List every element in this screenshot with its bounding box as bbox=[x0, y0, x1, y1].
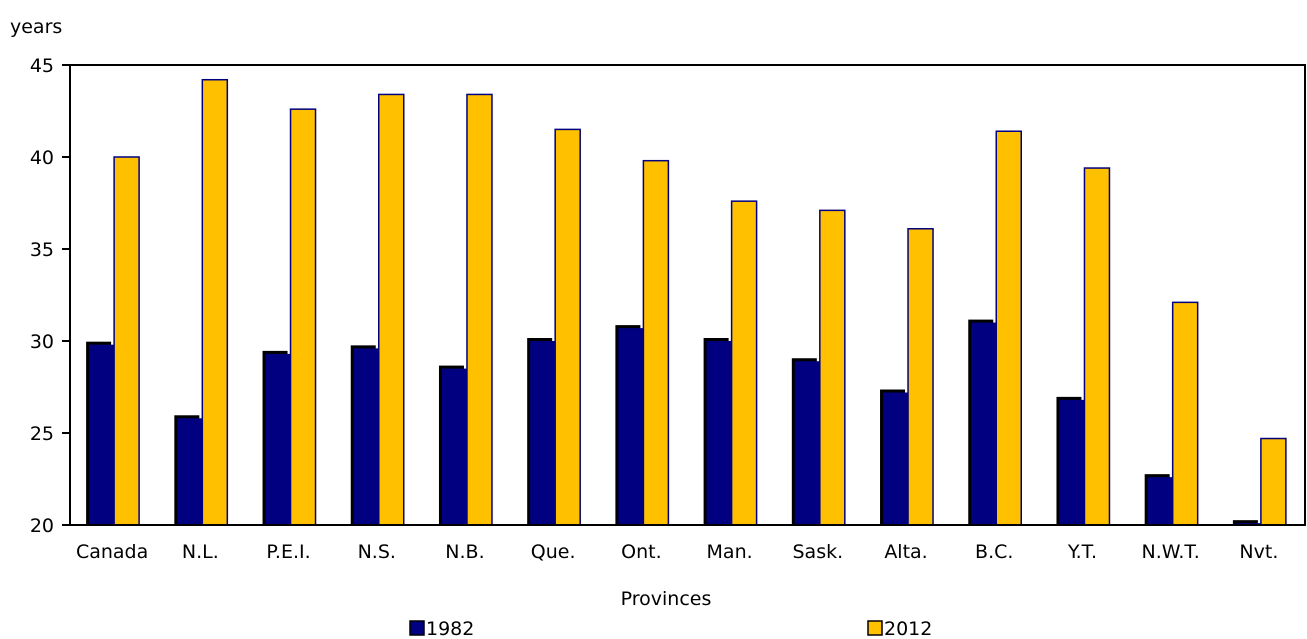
x-axis-labels: Canada N.L. P.E.I. N.S. N.B. Que. Ont. Man. Sask… bbox=[76, 541, 1278, 563]
x-tick-label: N.W.T. bbox=[1142, 541, 1200, 563]
bar-2012 bbox=[642, 159, 670, 526]
bar-2012 bbox=[730, 200, 758, 526]
bar-1982 bbox=[618, 328, 644, 525]
legend-swatch-2012 bbox=[867, 620, 883, 636]
legend-label: 1982 bbox=[426, 618, 474, 639]
bar-1982 bbox=[794, 361, 820, 525]
bar-1982 bbox=[353, 348, 379, 525]
x-axis-title: Provinces bbox=[621, 588, 712, 610]
bar-1982 bbox=[1147, 477, 1173, 525]
x-tick-label: Que. bbox=[531, 541, 576, 563]
bar-2012 bbox=[466, 93, 493, 526]
legend-label: 2012 bbox=[884, 618, 932, 639]
y-tick-label: 20 bbox=[30, 515, 54, 537]
x-tick-label: Ont. bbox=[621, 541, 662, 563]
y-tick-label: 30 bbox=[30, 331, 54, 353]
bar-1982 bbox=[883, 392, 909, 525]
y-axis: 20 25 30 35 40 45 bbox=[30, 55, 70, 537]
x-tick-label: Y.T. bbox=[1067, 541, 1097, 563]
bar-shadow-1982 bbox=[1232, 520, 1258, 525]
x-tick-label: P.E.I. bbox=[266, 541, 310, 563]
bar-2012 bbox=[907, 228, 934, 526]
bars-group bbox=[86, 78, 1287, 526]
bar-2012 bbox=[554, 128, 581, 526]
bar-1982 bbox=[89, 344, 115, 525]
bar-1982 bbox=[530, 341, 556, 525]
bar-2012 bbox=[1083, 167, 1111, 526]
bar-2012 bbox=[1260, 437, 1287, 526]
y-tick-label: 35 bbox=[30, 239, 54, 261]
bar-1982 bbox=[706, 341, 732, 525]
x-tick-label: Sask. bbox=[792, 541, 843, 563]
bar-2012 bbox=[113, 156, 140, 526]
x-tick-label: B.C. bbox=[975, 541, 1013, 563]
bar-2012 bbox=[819, 209, 846, 526]
legend: 1982 2012 bbox=[409, 618, 932, 639]
bar-1982 bbox=[441, 368, 467, 525]
y-tick-label: 25 bbox=[30, 423, 54, 445]
bar-2012 bbox=[378, 93, 405, 526]
x-tick-label: Man. bbox=[707, 541, 753, 563]
x-tick-label: Alta. bbox=[884, 541, 927, 563]
x-tick-label: N.S. bbox=[358, 541, 396, 563]
bar-1982 bbox=[177, 418, 203, 525]
bar-2012 bbox=[201, 78, 229, 526]
y-axis-title: years bbox=[10, 16, 62, 38]
y-tick-label: 40 bbox=[30, 147, 54, 169]
x-tick-label: Canada bbox=[76, 541, 148, 563]
bar-1982 bbox=[265, 353, 291, 525]
x-tick-label: Nvt. bbox=[1239, 541, 1278, 563]
bar-2012 bbox=[1171, 301, 1199, 526]
bar-1982 bbox=[1059, 399, 1085, 525]
plot-area-frame bbox=[69, 64, 1306, 526]
bar-2012 bbox=[995, 130, 1022, 526]
x-tick-label: N.B. bbox=[445, 541, 484, 563]
y-tick-label: 45 bbox=[30, 55, 54, 77]
x-tick-label: N.L. bbox=[182, 541, 219, 563]
bar-2012 bbox=[289, 108, 317, 526]
legend-swatch-1982 bbox=[409, 620, 425, 636]
bar-1982 bbox=[971, 322, 997, 525]
